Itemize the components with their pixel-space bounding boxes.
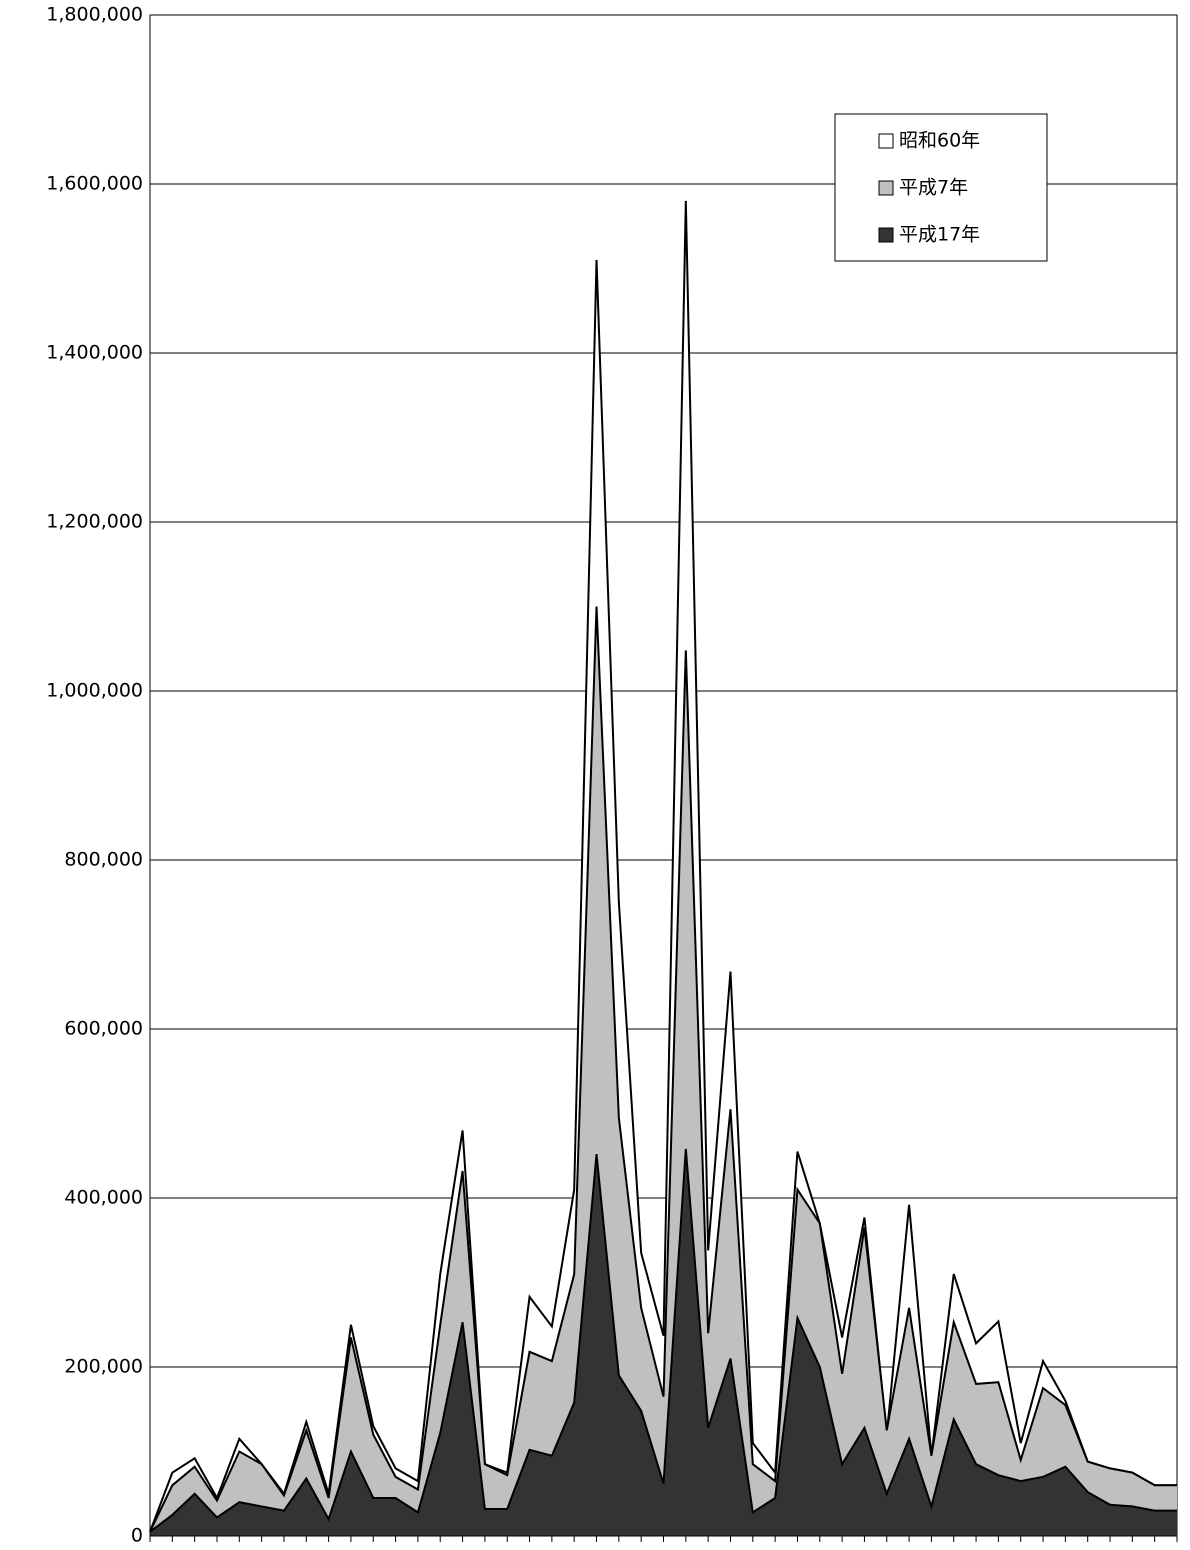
area-outline [149, 606, 1177, 1533]
legend-label: 平成17年 [899, 224, 980, 246]
y-tick-label: 1,600,000 [46, 173, 143, 195]
area-outline [149, 1148, 1177, 1533]
legend-box [834, 113, 1048, 262]
y-tick-label: 0 [131, 1525, 143, 1547]
y-tick-label: 200,000 [64, 1356, 143, 1378]
y-tick-label: 400,000 [64, 1187, 143, 1209]
legend-label: 平成7年 [899, 177, 968, 199]
legend-swatch [878, 227, 894, 243]
y-tick-label: 1,800,000 [46, 4, 143, 26]
plot-frame [149, 14, 1178, 1537]
y-tick-label: 1,200,000 [46, 511, 143, 533]
y-tick-label: 800,000 [64, 849, 143, 871]
y-tick-label: 600,000 [64, 1018, 143, 1040]
y-tick-label: 1,400,000 [46, 342, 143, 364]
legend-swatch [878, 133, 894, 149]
area-outline [149, 200, 1177, 1533]
area-series [150, 1148, 1177, 1536]
y-tick-label: 1,000,000 [46, 680, 143, 702]
legend-swatch [878, 180, 894, 196]
legend-label: 昭和60年 [899, 130, 980, 152]
area-series [150, 606, 1177, 1536]
